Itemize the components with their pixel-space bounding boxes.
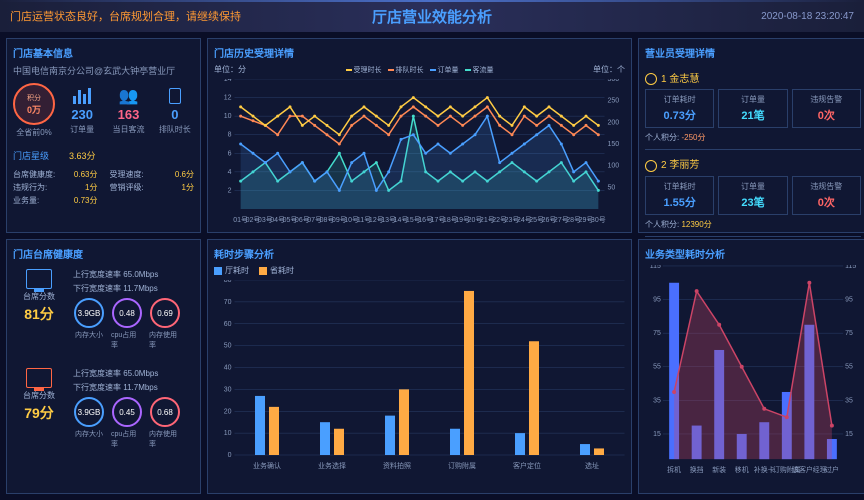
- queue-metric: 0 排队时长: [156, 87, 194, 135]
- chart-legend: 厅耗时省耗时: [214, 265, 625, 276]
- health-card: 台席分数81分 上行宽度速率 65.0Mbps下行宽度速率 11.7Mbps 3…: [13, 265, 194, 354]
- svg-text:95: 95: [653, 297, 661, 304]
- svg-text:70: 70: [224, 299, 232, 306]
- monitor-icon: [26, 269, 52, 289]
- svg-text:订购附属: 订购附属: [448, 461, 476, 470]
- phone-icon: [169, 88, 181, 104]
- staff-card: 2 李丽芳 订单耗时1.55分订单量23笔违规告警0次 个人积分: 12390分: [645, 150, 861, 236]
- svg-text:150: 150: [608, 141, 620, 148]
- svg-text:客户定位: 客户定位: [513, 461, 541, 470]
- svg-text:35: 35: [845, 397, 853, 404]
- svg-text:业务选择: 业务选择: [318, 461, 346, 470]
- svg-text:20: 20: [224, 408, 232, 415]
- staff-card: 1 金志慧 订单耗时0.73分订单量21笔违规告警0次 个人积分: -250分: [645, 64, 861, 150]
- svg-text:40: 40: [224, 365, 232, 372]
- svg-text:4: 4: [228, 169, 232, 176]
- svg-text:移机: 移机: [735, 465, 749, 474]
- timestamp: 2020-08-18 23:20:47: [761, 11, 854, 22]
- svg-text:30号: 30号: [591, 216, 606, 224]
- store-name: 中国电信南京分公司@玄武大钟亭营业厅: [13, 64, 194, 77]
- svg-text:115: 115: [650, 265, 661, 270]
- rating-grid: 台席健康度:0.63分受理速度:0.6分违规行为:1分营销评级:1分业务量:0.…: [13, 169, 194, 206]
- monitor-icon: [26, 368, 52, 388]
- svg-text:2: 2: [228, 187, 232, 194]
- svg-text:资料拍照: 资料拍照: [383, 461, 411, 470]
- svg-text:300: 300: [608, 79, 620, 83]
- svg-text:50: 50: [608, 184, 616, 191]
- score-circle: 积分 0万: [13, 83, 55, 125]
- svg-text:80: 80: [224, 280, 232, 284]
- svg-text:0: 0: [228, 452, 232, 459]
- visitors-metric: 👥 163 当日客流: [109, 87, 147, 135]
- svg-text:55: 55: [845, 364, 853, 371]
- svg-text:200: 200: [608, 119, 620, 126]
- svg-text:115: 115: [845, 265, 856, 270]
- store-info-panel: 门店基本信息 中国电信南京分公司@玄武大钟亭营业厅 积分 0万 全省前0% 23…: [6, 38, 201, 233]
- svg-text:30: 30: [224, 386, 232, 393]
- svg-text:拆机: 拆机: [667, 465, 681, 474]
- svg-text:60: 60: [224, 321, 232, 328]
- svg-text:35: 35: [653, 397, 661, 404]
- svg-text:选址: 选址: [585, 461, 599, 470]
- page-title: 厅店营业效能分析: [372, 6, 492, 27]
- svg-text:250: 250: [608, 98, 620, 105]
- svg-text:12: 12: [224, 95, 232, 102]
- panel-title: 营业员受理详情: [645, 45, 861, 60]
- svg-text:10: 10: [224, 430, 232, 437]
- svg-text:过户: 过户: [825, 465, 839, 474]
- svg-text:补换卡: 补换卡: [754, 465, 775, 474]
- header: 门店运营状态良好，台席规划合理，请继续保持 厅店营业效能分析 2020-08-1…: [0, 0, 864, 32]
- svg-text:10: 10: [224, 113, 232, 120]
- staff-panel: 营业员受理详情 1 金志慧 订单耗时0.73分订单量21笔违规告警0次 个人积分…: [638, 38, 864, 233]
- health-panel: 门店台席健康度 台席分数81分 上行宽度速率 65.0Mbps下行宽度速率 11…: [6, 239, 201, 494]
- svg-text:6: 6: [228, 150, 232, 157]
- people-icon: 👥: [116, 87, 140, 105]
- panel-title: 门店历史受理详情: [214, 45, 625, 60]
- svg-text:14: 14: [224, 79, 232, 83]
- panel-title: 耗时步骤分析: [214, 246, 625, 261]
- svg-text:15: 15: [653, 431, 661, 438]
- health-card: 台席分数79分 上行宽度速率 65.0Mbps下行宽度速率 11.7Mbps 3…: [13, 364, 194, 453]
- svg-text:95: 95: [845, 297, 853, 304]
- orders-metric: 230 订单量: [63, 87, 101, 135]
- time-chart: 0 10 20 30 40 50 60 70 80 业务确认 业务选择 资料拍照 订购附属 客户定位 选址: [214, 280, 625, 470]
- type-chart-panel: 业务类型耗时分析 15 15 35 35 55 55 75 75 95 95 115 115 拆机换挡新…: [638, 239, 864, 494]
- svg-text:55: 55: [653, 364, 661, 371]
- svg-text:新装: 新装: [712, 465, 726, 474]
- svg-text:换挡: 换挡: [690, 465, 704, 474]
- svg-text:业务确认: 业务确认: [253, 461, 281, 470]
- svg-text:8: 8: [228, 132, 232, 139]
- status-message: 门店运营状态良好，台席规划合理，请继续保持: [10, 8, 241, 24]
- panel-title: 门店台席健康度: [13, 246, 194, 261]
- panel-title: 门店基本信息: [13, 45, 194, 60]
- history-chart-panel: 门店历史受理详情 单位：分 受理时长排队时长订单量客流量 单位：个 246810…: [207, 38, 632, 233]
- svg-text:75: 75: [845, 330, 853, 337]
- svg-text:15: 15: [845, 431, 853, 438]
- svg-text:75: 75: [653, 330, 661, 337]
- history-chart: 24681012145010015020025030001号02号03号04号0…: [214, 79, 625, 224]
- svg-text:该客户经理: 该客户经理: [792, 465, 827, 474]
- chart-legend: 受理时长排队时长订单量客流量: [346, 64, 494, 75]
- svg-text:100: 100: [608, 163, 620, 170]
- type-chart: 15153535555575759595115115拆机换挡新装移机补换卡订购附…: [645, 265, 861, 475]
- svg-text:50: 50: [224, 343, 232, 350]
- time-chart-panel: 耗时步骤分析 厅耗时省耗时 0 10 20 30 40 50 60 70 80 业务确认 业务选择 资…: [207, 239, 632, 494]
- panel-title: 业务类型耗时分析: [645, 246, 861, 261]
- bars-icon: [73, 88, 91, 104]
